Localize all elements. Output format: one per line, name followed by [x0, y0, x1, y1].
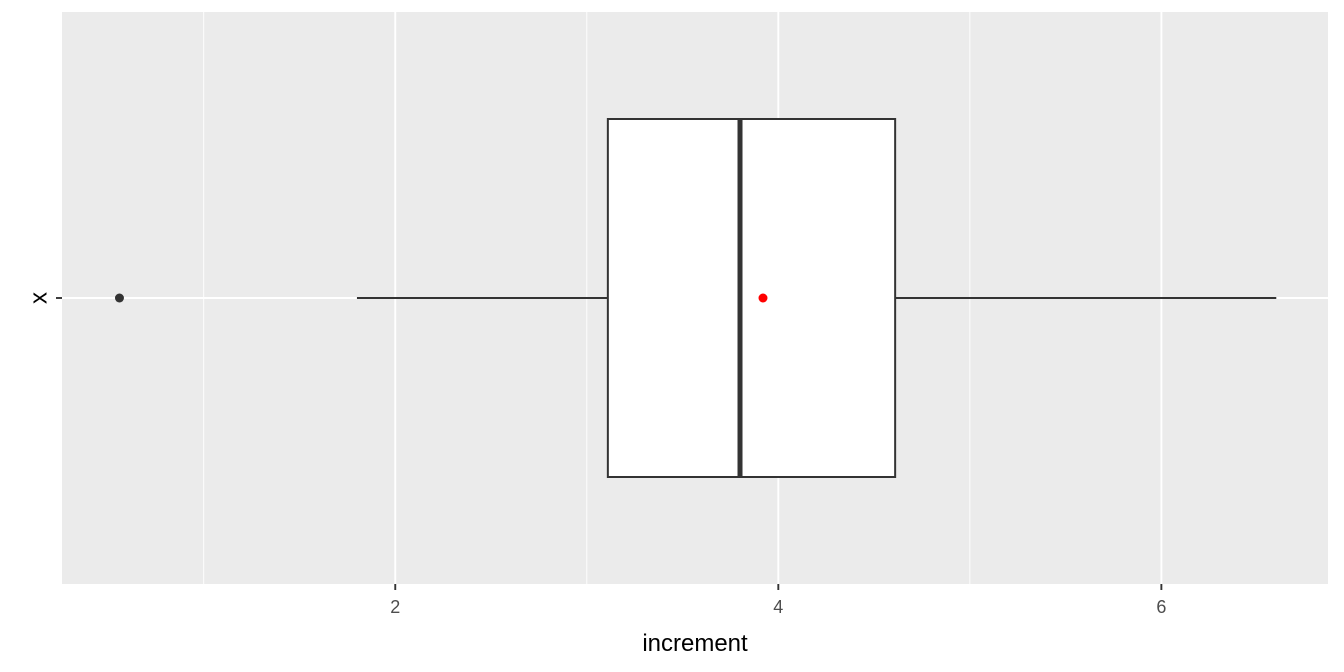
x-tick-label: 6: [1156, 597, 1166, 617]
iqr-box: [606, 118, 897, 478]
mean-point: [758, 293, 768, 303]
x-tick-label: 2: [390, 597, 400, 617]
x-tick-label: 4: [773, 597, 783, 617]
y-axis: x: [25, 292, 62, 304]
x-axis: 2 4 6: [390, 584, 1166, 617]
x-axis-title: increment: [642, 630, 748, 657]
y-tick-label: x: [25, 292, 52, 304]
boxplot-marks: [114, 118, 1277, 478]
outlier-point: [114, 293, 124, 303]
